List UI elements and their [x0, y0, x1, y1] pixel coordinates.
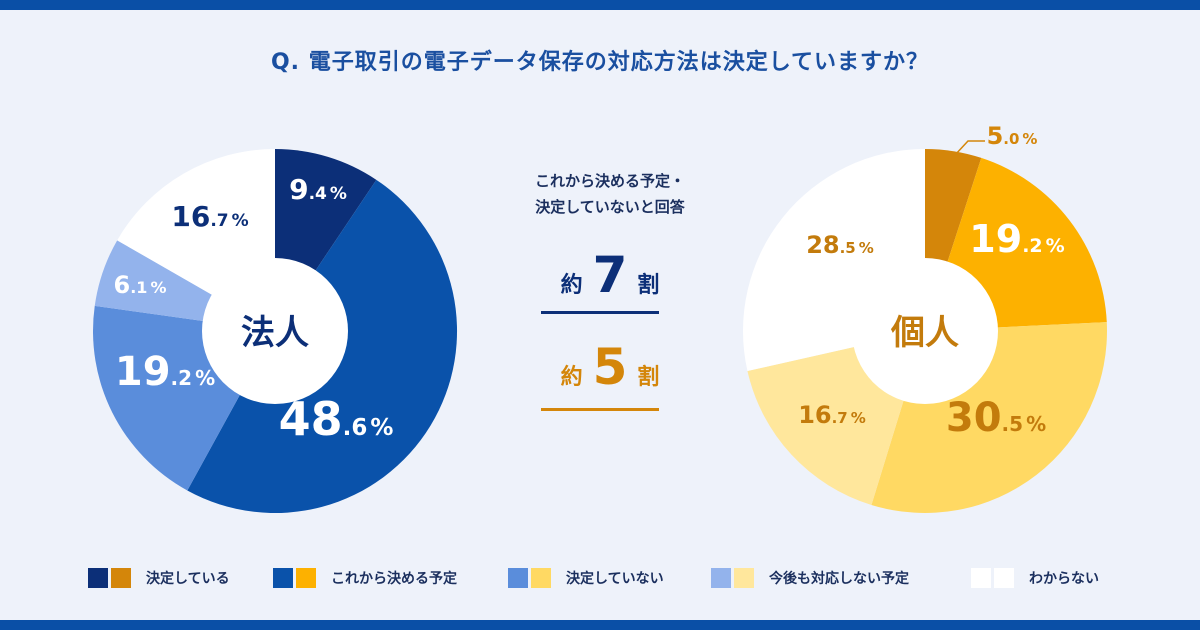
donut-chart-corporate: 法人 9.4 % 48.6 % 19.2 % 6.1 % 16.7% [93, 148, 458, 514]
donut-center-label: 法人 [241, 313, 309, 353]
legend-swatch-individual [531, 568, 551, 588]
legend-swatch-individual [111, 568, 131, 588]
slice-value-label: 6.1% [114, 271, 167, 299]
leader-line [954, 140, 985, 156]
corp-ratio-prefix: 約 [560, 273, 583, 298]
summary-caption-line1: これから決める予定・ [534, 172, 685, 190]
bottom-accent-bar [0, 620, 1200, 630]
legend-label: 決定している [146, 571, 230, 587]
slice-value-label: 19.2% [115, 349, 215, 395]
individual-ratio-number: 5 [592, 338, 628, 396]
legend-swatch-corp [971, 568, 991, 588]
slice-value-label: 19.2% [969, 217, 1064, 261]
legend-swatch-individual [734, 568, 754, 588]
summary-callout: これから決める予定・ 決定していないと回答 [490, 168, 730, 220]
slice-value-label: 30.5% [946, 395, 1046, 441]
donut-chart-individual: 個人 5.0 % 19.2 % 30.5 % 16.7 % 28.5% [742, 122, 1107, 514]
corp-ratio-suffix: 割 [637, 273, 660, 298]
legend-label: これから決める予定 [331, 571, 457, 587]
donut-hole [202, 258, 348, 404]
legend-label: 決定していない [566, 571, 664, 587]
legend-item-planning: これから決める予定 [273, 566, 457, 590]
slice-value-label: 28.5% [806, 231, 874, 259]
legend-swatch-corp [88, 568, 108, 588]
question-title: Q. 電子取引の電子データ保存の対応方法は決定していますか？ [270, 50, 930, 75]
legend-swatch-corp [711, 568, 731, 588]
legend-item-no-plan: 今後も対応しない予定 [711, 566, 909, 590]
slice-value-label: 5.0% [987, 122, 1038, 150]
individual-ratio-underline [541, 408, 659, 411]
legend-swatch-corp [508, 568, 528, 588]
individual-ratio-suffix: 割 [637, 365, 660, 390]
legend-swatch-corp [273, 568, 293, 588]
slice-value-label: 9.4% [289, 173, 347, 206]
legend-item-undecided: 決定していない [508, 566, 664, 590]
donut-hole [852, 258, 998, 404]
corp-ratio-number: 7 [592, 246, 628, 304]
legend-item-decided: 決定している [88, 566, 230, 590]
summary-caption-line2: 決定していないと回答 [535, 198, 685, 216]
legend-swatch-individual [994, 568, 1014, 588]
legend-label: わからない [1029, 571, 1099, 587]
top-accent-bar [0, 0, 1200, 10]
individual-ratio-prefix: 約 [560, 365, 583, 390]
corp-ratio-underline [541, 311, 659, 314]
legend-label: 今後も対応しない予定 [769, 571, 909, 587]
slice-value-label: 16.7% [798, 401, 866, 429]
slice-value-label: 48.6% [279, 392, 394, 446]
donut-center-label: 個人 [890, 313, 959, 353]
slice-value-label: 16.7% [171, 200, 248, 233]
legend-item-unknown: わからない [971, 566, 1099, 590]
legend-swatch-individual [296, 568, 316, 588]
